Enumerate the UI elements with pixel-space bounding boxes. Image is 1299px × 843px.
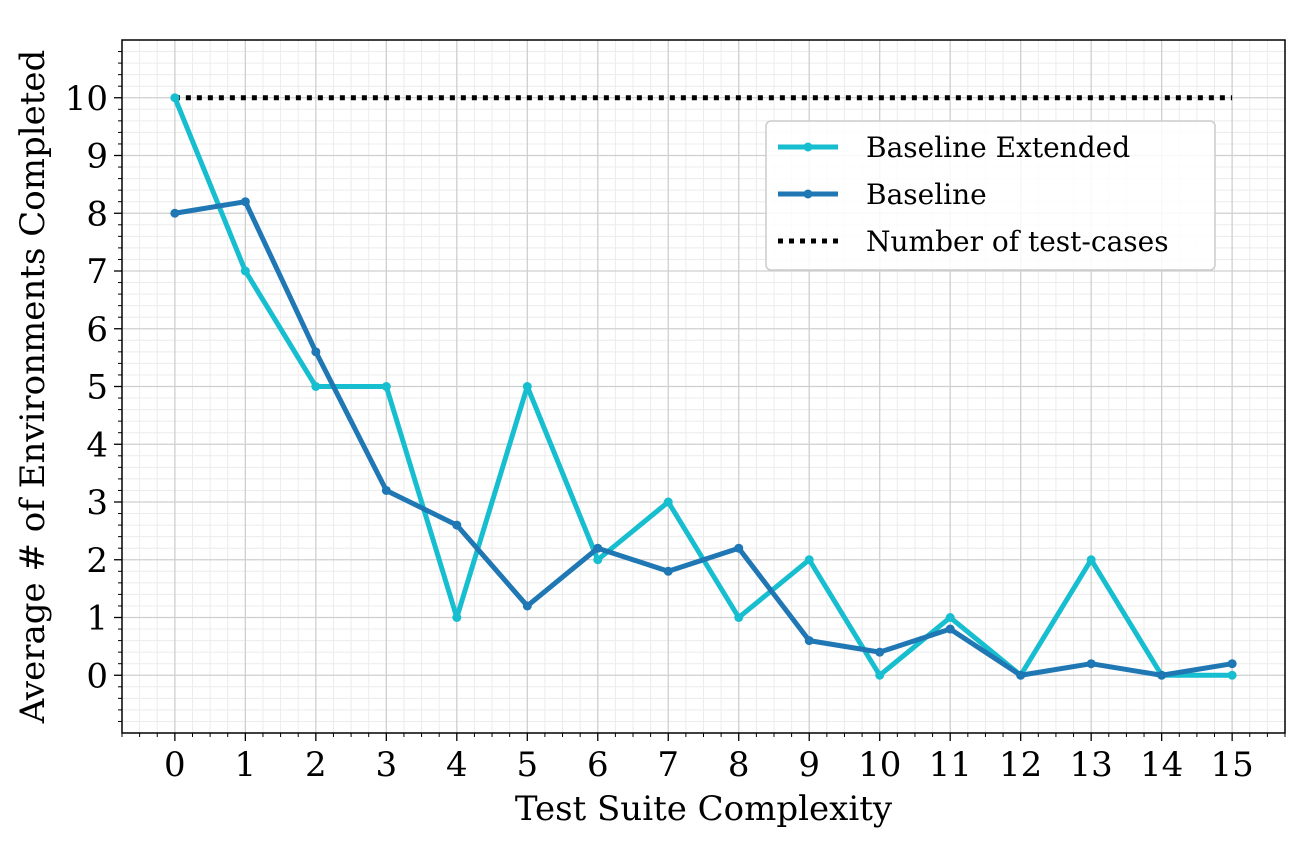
data-point-baseline-extended [311, 382, 321, 391]
data-point-baseline-extended [170, 93, 180, 103]
data-point-baseline-extended [734, 613, 744, 622]
x-tick-label: 4 [446, 745, 468, 785]
legend-box [765, 120, 1216, 271]
data-point-baseline-extended [1227, 670, 1237, 680]
data-point-baseline [381, 485, 391, 495]
data-point-baseline [1157, 670, 1167, 680]
data-point-baseline [522, 601, 532, 611]
data-point-baseline-extended [663, 497, 673, 507]
legend-label-number-of-test-cases: Number of test-cases [866, 225, 1169, 258]
x-tick-label: 6 [587, 745, 609, 785]
x-axis-title: Test Suite Complexity [515, 789, 893, 829]
data-point-baseline [593, 543, 603, 553]
y-tick-label: 10 [65, 79, 108, 119]
data-point-baseline [1086, 659, 1096, 669]
data-point-baseline [945, 624, 955, 634]
data-point-baseline [170, 208, 180, 218]
x-tick-label: 15 [1211, 745, 1254, 785]
legend-label-baseline-extended: Baseline Extended [866, 131, 1130, 164]
data-point-baseline-extended [593, 555, 603, 565]
x-tick-label: 0 [164, 745, 186, 785]
x-tick-label: 11 [929, 745, 972, 785]
data-point-baseline [452, 520, 462, 530]
data-point-baseline-extended [1086, 555, 1096, 565]
y-tick-label: 8 [86, 194, 108, 234]
legend-marker-baseline [803, 189, 813, 199]
data-point-baseline [1227, 659, 1237, 669]
x-tick-label: 3 [375, 745, 397, 785]
data-point-baseline [1016, 670, 1026, 680]
y-tick-label: 6 [86, 310, 108, 350]
series-line-baseline [174, 199, 1233, 678]
y-tick-label: 0 [86, 656, 108, 696]
x-tick-label: 14 [1140, 745, 1183, 785]
data-point-baseline-extended [522, 382, 532, 391]
data-point-baseline-extended [804, 555, 814, 565]
x-tick-label: 5 [516, 745, 538, 785]
series-layer [170, 93, 1237, 680]
data-point-baseline [875, 647, 885, 657]
y-tick-label: 3 [86, 483, 108, 523]
data-point-baseline [663, 566, 673, 576]
legend-marker-baseline-extended [803, 142, 813, 152]
data-point-baseline [311, 347, 321, 357]
data-point-baseline [240, 197, 250, 207]
x-tick-label: 13 [1070, 745, 1113, 785]
data-point-baseline-extended [452, 613, 462, 622]
x-tick-label: 9 [798, 745, 820, 785]
axis-ticks [114, 51, 1286, 741]
y-axis-title: Average # of Environments Completed [13, 50, 53, 725]
x-tick-label: 2 [305, 745, 327, 785]
y-tick-label: 4 [86, 425, 108, 465]
data-point-baseline-extended [945, 613, 955, 622]
y-tick-label: 5 [86, 368, 108, 408]
data-point-baseline [734, 543, 744, 553]
x-tick-label: 1 [235, 745, 257, 785]
y-tick-label: 1 [86, 599, 108, 639]
data-point-baseline-extended [240, 266, 250, 276]
data-point-baseline-extended [875, 670, 885, 680]
y-tick-label: 7 [86, 252, 108, 292]
data-point-baseline [804, 636, 814, 646]
legend: Baseline Extended Baseline Number of test-… [765, 120, 1216, 271]
y-tick-label: 2 [86, 541, 108, 581]
x-tick-label: 10 [858, 745, 901, 785]
x-tick-label: 7 [657, 745, 679, 785]
y-tick-label: 9 [86, 137, 108, 177]
data-point-baseline-extended [381, 382, 391, 391]
x-tick-label: 8 [728, 745, 750, 785]
legend-label-baseline: Baseline [866, 178, 987, 211]
x-tick-label: 12 [999, 745, 1042, 785]
